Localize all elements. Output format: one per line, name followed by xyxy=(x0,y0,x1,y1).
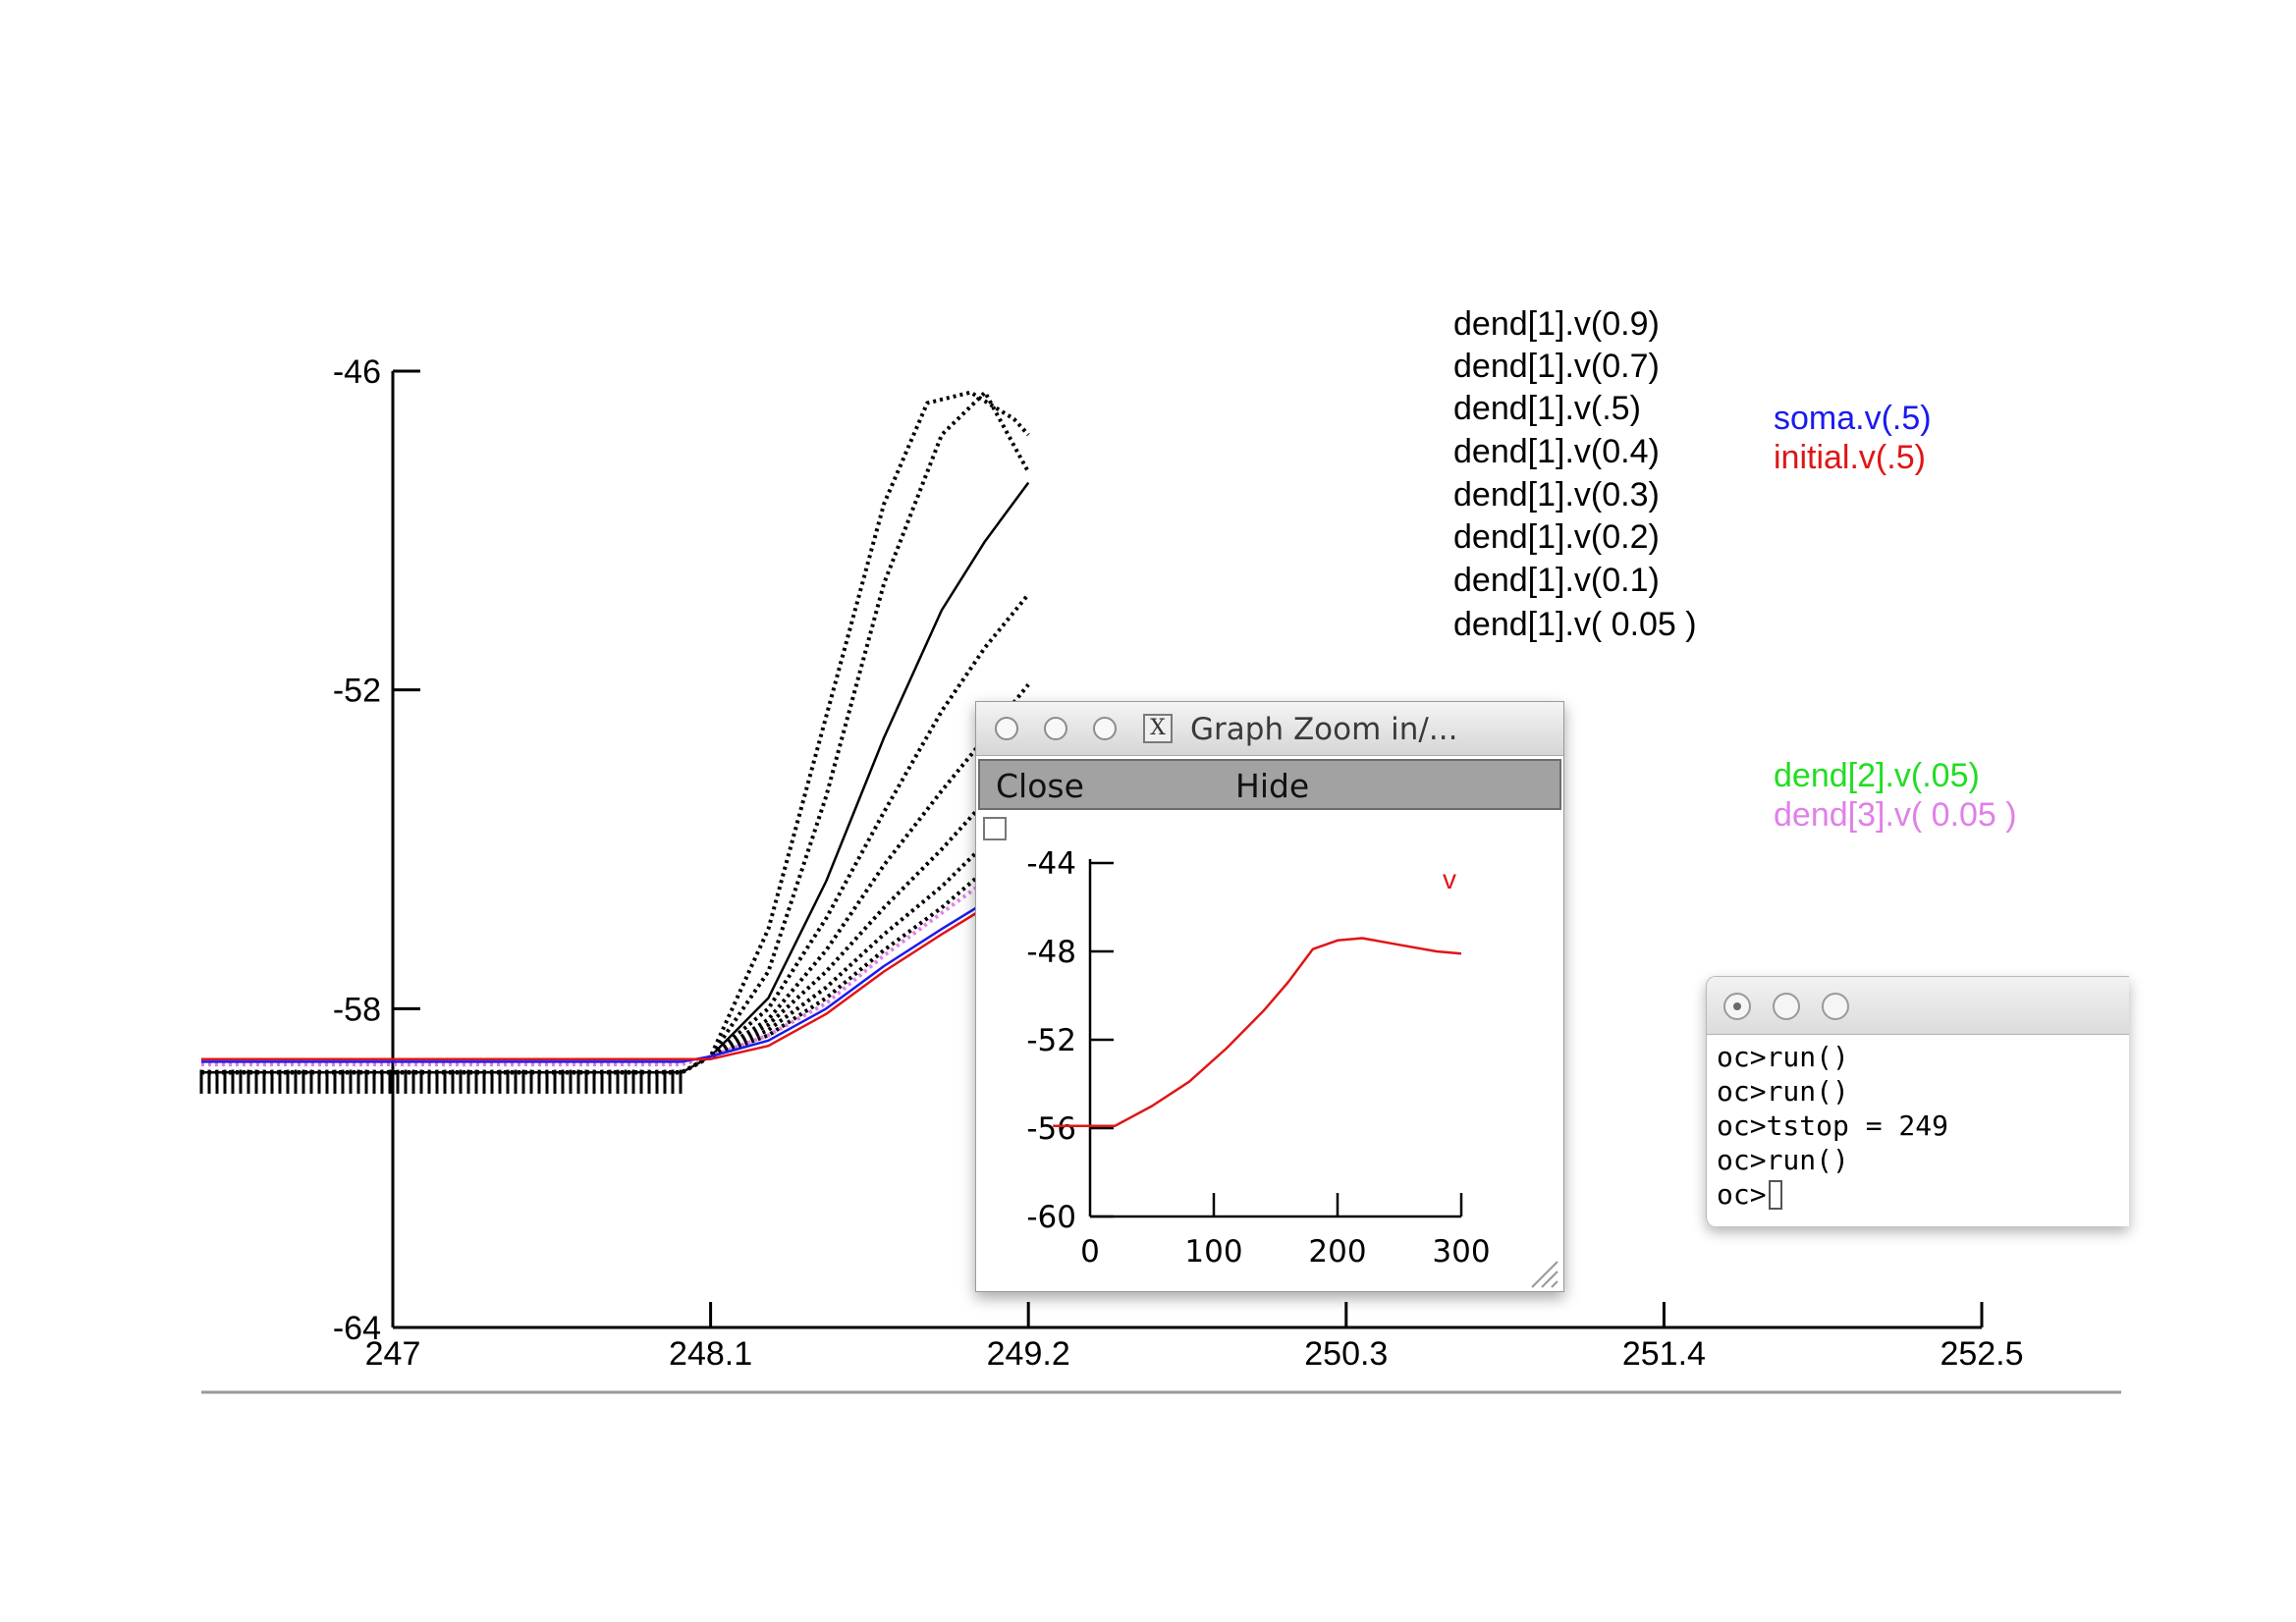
terminal-output[interactable]: oc>run() oc>run() oc>tstop = 249 oc>run(… xyxy=(1717,1040,2129,1226)
series-line-10 xyxy=(201,885,1029,1060)
zoom-x-tick-label: 0 xyxy=(1080,1234,1100,1270)
terminal-line: oc>tstop = 249 xyxy=(1717,1109,1949,1142)
window-minimize-circle-icon[interactable] xyxy=(1044,717,1067,740)
legend-dend1-04: dend[1].v(0.4) xyxy=(1453,433,1660,470)
series-line-2 xyxy=(201,481,1030,1074)
close-button[interactable]: Close xyxy=(996,767,1084,805)
series-line-5 xyxy=(201,762,1030,1075)
legend-dend1-05: dend[1].v(.5) xyxy=(1453,390,1641,427)
zoom-y-tick-label: -48 xyxy=(1026,935,1076,970)
zoom-series-label: v xyxy=(1443,864,1456,894)
terminal-close-circle-icon[interactable] xyxy=(1723,993,1751,1020)
terminal-prompt: oc> xyxy=(1717,1178,1767,1211)
window-close-circle-icon[interactable] xyxy=(995,717,1018,740)
terminal-line: oc>run() xyxy=(1717,1075,1849,1108)
hide-button[interactable]: Hide xyxy=(1235,767,1310,805)
zoom-series xyxy=(1053,937,1462,1128)
terminal-window[interactable]: oc>run() oc>run() oc>tstop = 249 oc>run(… xyxy=(1706,976,2129,1226)
legend-initial: initial.v(.5) xyxy=(1774,439,1926,476)
zoom-axes: -44 -48 -52 -56 -600 100 200 300 xyxy=(1026,846,1490,1270)
series-line-6 xyxy=(201,815,1030,1075)
zoom-x-tick-label: 200 xyxy=(1308,1234,1366,1270)
x-tick-label: 252.5 xyxy=(1940,1335,2023,1373)
baseline-hatch xyxy=(199,1069,683,1094)
terminal-zoom-circle-icon[interactable] xyxy=(1822,993,1849,1020)
legend-soma: soma.v(.5) xyxy=(1774,400,1932,437)
series-line-0 xyxy=(201,390,1030,1075)
legend-dend1-01: dend[1].v(0.1) xyxy=(1453,562,1660,599)
main-series xyxy=(199,390,1030,1094)
legend-dend2: dend[2].v(.05) xyxy=(1774,757,1980,794)
graph-zoom-window[interactable]: X Graph Zoom in/... Close Hide -44 -48 -52… xyxy=(975,701,1564,1292)
x-tick-label: 248.1 xyxy=(669,1335,752,1373)
x-tick-label: 251.4 xyxy=(1622,1335,1706,1373)
text-cursor-icon xyxy=(1768,1180,1782,1210)
legend-dend1-02: dend[1].v(0.2) xyxy=(1453,518,1660,556)
legend-dend1-03: dend[1].v(0.3) xyxy=(1453,476,1660,514)
zoom-y-tick-label: -60 xyxy=(1026,1200,1076,1235)
zoom-y-tick-label: -44 xyxy=(1026,846,1076,882)
zoom-window-title: Graph Zoom in/... xyxy=(1190,712,1458,747)
legend-dend1-07: dend[1].v(0.7) xyxy=(1453,348,1660,385)
zoom-y-tick-label: -52 xyxy=(1026,1023,1076,1058)
series-line-8 xyxy=(201,852,1030,1067)
terminal-line: oc>run() xyxy=(1717,1144,1849,1176)
terminal-minimize-circle-icon[interactable] xyxy=(1773,993,1800,1020)
window-zoom-circle-icon[interactable] xyxy=(1093,717,1117,740)
zoom-series-line-0 xyxy=(1053,937,1462,1128)
series-line-1 xyxy=(201,390,1030,1075)
zoom-x-tick-label: 100 xyxy=(1184,1234,1242,1270)
x-tick-label: 250.3 xyxy=(1304,1335,1388,1373)
series-line-9 xyxy=(201,880,1029,1063)
x-tick-label: 247 xyxy=(365,1335,421,1373)
y-tick-label: -52 xyxy=(333,673,381,710)
zoom-titlebar[interactable]: X Graph Zoom in/... xyxy=(976,702,1563,756)
zoom-plot: -44 -48 -52 -56 -600 100 200 300 v xyxy=(983,817,1558,1288)
zoom-x-tick-label: 300 xyxy=(1432,1234,1490,1270)
resize-grip-icon[interactable] xyxy=(1531,1261,1558,1288)
legend-dend1-005: dend[1].v( 0.05 ) xyxy=(1453,606,1697,643)
legend-dend3: dend[3].v( 0.05 ) xyxy=(1774,796,2017,834)
legend-dend1-09: dend[1].v(0.9) xyxy=(1453,305,1660,343)
zoom-y-tick-label: -56 xyxy=(1026,1111,1076,1147)
y-tick-label: -46 xyxy=(333,353,381,391)
terminal-titlebar[interactable] xyxy=(1707,977,2129,1035)
terminal-prompt-line[interactable]: oc> xyxy=(1717,1177,2129,1212)
x11-app-icon: X xyxy=(1143,714,1173,743)
series-line-4 xyxy=(201,683,1030,1075)
zoom-menubar: Close Hide xyxy=(978,759,1561,810)
y-tick-label: -64 xyxy=(333,1310,381,1347)
zoom-checkbox-icon[interactable] xyxy=(983,817,1007,840)
terminal-line: oc>run() xyxy=(1717,1041,1849,1073)
series-line-3 xyxy=(201,593,1030,1075)
y-tick-label: -58 xyxy=(333,991,381,1028)
x-tick-label: 249.2 xyxy=(987,1335,1070,1373)
